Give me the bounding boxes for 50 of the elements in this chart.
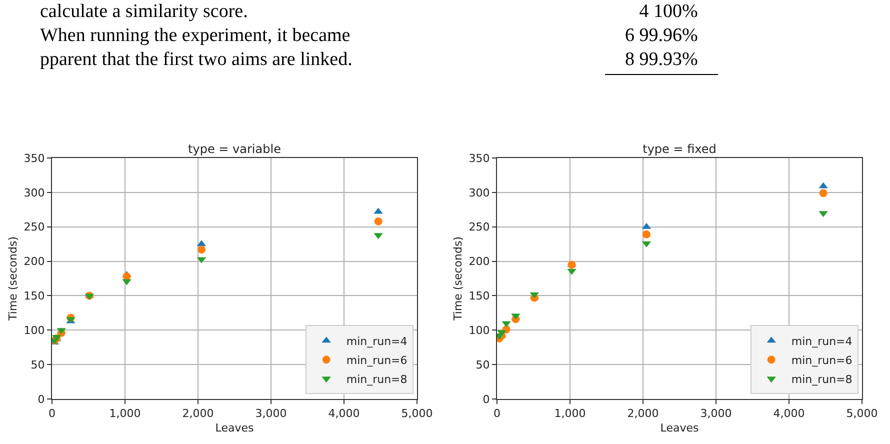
y-tick-label: 150 bbox=[24, 290, 45, 303]
x-tick-label: 2,000 bbox=[182, 407, 214, 420]
point bbox=[642, 230, 650, 238]
legend-label: min_run=6 bbox=[791, 354, 852, 367]
y-tick-label: 300 bbox=[24, 186, 45, 200]
y-axis-title: Time (seconds) bbox=[6, 236, 20, 322]
y-tick-label: 50 bbox=[476, 358, 490, 372]
text: When running the experiment, it became bbox=[40, 24, 352, 48]
legend-label: min_run=8 bbox=[346, 372, 408, 386]
text: 4 100% bbox=[638, 0, 698, 24]
legend-label: min_run=8 bbox=[791, 372, 852, 386]
y-tick-label: 0 bbox=[38, 392, 45, 406]
point bbox=[374, 217, 382, 226]
y-tick-label: 100 bbox=[24, 324, 45, 337]
y-axis-title: Time (seconds) bbox=[451, 236, 464, 322]
y-tick-label: 200 bbox=[468, 255, 490, 268]
y-tick-label: 250 bbox=[24, 220, 45, 234]
chart-title: type = variable bbox=[188, 142, 281, 156]
x-tick-label: 4,000 bbox=[773, 407, 805, 420]
chart-title: type = fixed bbox=[642, 142, 716, 156]
x-tick-label: 5,000 bbox=[846, 407, 878, 420]
y-tick-label: 100 bbox=[468, 324, 490, 337]
y-tick-label: 300 bbox=[468, 186, 490, 200]
y-tick-label: 200 bbox=[24, 255, 45, 268]
point bbox=[198, 246, 206, 254]
legend-label: min_run=6 bbox=[346, 354, 408, 367]
point bbox=[819, 189, 828, 198]
y-tick-label: 0 bbox=[482, 392, 490, 406]
legend-label: min_run=4 bbox=[791, 334, 852, 348]
x-axis-title: Leaves bbox=[215, 421, 254, 434]
x-tick-label: 0 bbox=[494, 407, 500, 420]
text: 6 99.96% bbox=[625, 24, 698, 48]
x-tick-label: 1,000 bbox=[109, 407, 141, 420]
x-tick-label: 3,000 bbox=[255, 407, 287, 420]
y-tick-label: 50 bbox=[30, 358, 45, 372]
text: pparent that the first two aims are linked. bbox=[40, 48, 352, 72]
x-tick-label: 3,000 bbox=[700, 407, 732, 420]
x-tick-label: 0 bbox=[48, 407, 56, 420]
text: 8 99.93% bbox=[625, 48, 698, 72]
x-tick-label: 5,000 bbox=[401, 407, 433, 420]
text: calculate a similarity score. bbox=[40, 0, 249, 24]
x-tick-label: 2,000 bbox=[627, 407, 659, 420]
y-tick-label: 250 bbox=[468, 220, 490, 234]
x-tick-label: 4,000 bbox=[328, 407, 360, 420]
x-tick-label: 1,000 bbox=[554, 407, 586, 420]
y-tick-label: 350 bbox=[468, 152, 490, 165]
x-axis-title: Leaves bbox=[660, 421, 699, 434]
y-tick-label: 150 bbox=[468, 290, 490, 303]
legend-label: min_run=4 bbox=[346, 334, 408, 348]
y-tick-label: 350 bbox=[24, 152, 45, 165]
